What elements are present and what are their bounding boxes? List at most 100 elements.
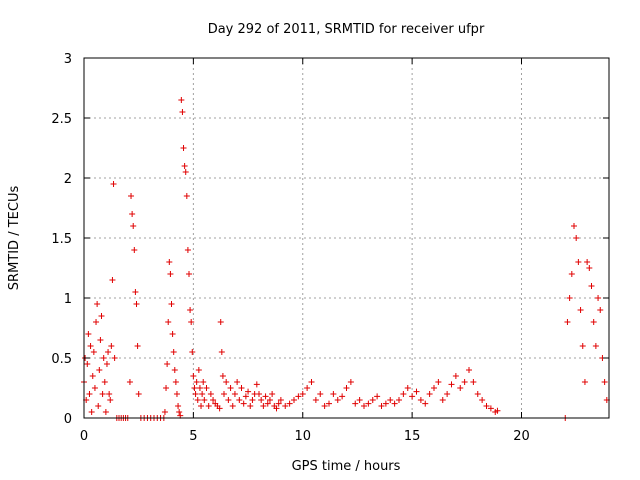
data-point	[191, 385, 198, 391]
data-point	[189, 349, 196, 355]
data-point	[217, 319, 224, 325]
data-point	[134, 343, 141, 349]
data-point	[286, 400, 293, 407]
data-point	[98, 313, 105, 319]
data-point	[178, 97, 185, 103]
data-point	[391, 400, 398, 407]
data-point	[487, 405, 494, 412]
data-point	[262, 393, 269, 400]
data-point	[264, 400, 271, 407]
data-point	[573, 235, 580, 241]
data-point	[186, 271, 192, 277]
data-point	[601, 379, 608, 385]
data-point	[597, 307, 604, 313]
y-tick-label: 0.5	[51, 352, 72, 367]
data-point	[275, 400, 282, 407]
data-point	[101, 379, 108, 385]
data-point	[247, 403, 254, 409]
data-point	[166, 259, 173, 265]
data-point	[586, 265, 593, 271]
data-points	[81, 97, 610, 421]
data-point	[102, 409, 109, 415]
data-point	[163, 385, 170, 391]
data-point	[253, 381, 260, 388]
data-point	[457, 385, 464, 391]
data-point	[88, 409, 95, 415]
data-point	[382, 400, 389, 407]
data-point	[417, 397, 424, 403]
y-tick-label: 1.5	[51, 232, 72, 247]
data-point	[575, 259, 582, 265]
data-point	[277, 397, 284, 403]
data-point	[400, 391, 407, 397]
data-point	[167, 271, 174, 277]
data-point	[111, 355, 118, 361]
data-point	[193, 379, 200, 385]
data-point	[347, 379, 354, 385]
data-point	[195, 367, 202, 373]
data-point	[171, 367, 178, 373]
data-point	[106, 391, 113, 397]
data-point	[291, 397, 297, 403]
data-point	[461, 379, 468, 385]
data-point	[201, 397, 208, 403]
data-point	[444, 391, 451, 397]
data-point	[378, 403, 385, 409]
data-point	[330, 391, 337, 397]
axis-ticks: 0 5 10 15 20 0 0.5 1 1.5 2 2.5 3	[51, 52, 609, 444]
data-point	[179, 109, 186, 115]
data-point	[238, 385, 245, 391]
data-point	[192, 391, 199, 397]
data-point	[470, 379, 477, 385]
data-point	[170, 349, 177, 355]
data-point	[308, 379, 315, 385]
data-point	[448, 381, 455, 388]
data-point	[269, 391, 276, 397]
data-point	[387, 397, 394, 403]
data-point	[225, 397, 232, 403]
data-point	[588, 283, 595, 289]
data-point	[304, 385, 311, 391]
data-point	[223, 379, 230, 385]
data-point	[577, 307, 584, 313]
data-point	[452, 373, 459, 379]
data-point	[132, 289, 139, 295]
data-point	[245, 388, 252, 395]
data-point	[99, 391, 106, 397]
data-point	[190, 373, 197, 379]
y-tick-label: 2	[64, 172, 72, 187]
data-point	[210, 397, 217, 403]
data-point	[321, 403, 328, 409]
data-point	[168, 301, 175, 307]
data-point	[422, 400, 429, 407]
data-point	[105, 349, 112, 355]
data-point	[249, 397, 256, 403]
data-point	[566, 295, 573, 301]
data-point	[218, 349, 225, 355]
data-point	[203, 385, 210, 391]
x-tick-label: 10	[294, 429, 311, 444]
data-point	[312, 397, 319, 403]
data-point	[229, 403, 236, 409]
data-point	[198, 403, 205, 409]
y-tick-label: 1	[64, 292, 72, 307]
data-point	[110, 181, 117, 187]
x-tick-label: 5	[189, 429, 197, 444]
data-point	[133, 301, 140, 307]
data-point	[282, 403, 289, 409]
y-axis-label: SRMTID / TECUs	[7, 186, 22, 291]
data-point	[131, 247, 138, 253]
data-point	[258, 397, 265, 403]
data-point	[135, 391, 142, 397]
data-point	[474, 391, 481, 397]
data-point	[227, 385, 234, 391]
data-point	[172, 379, 179, 385]
data-point	[126, 379, 133, 385]
grid-lines	[84, 58, 609, 418]
data-point	[207, 391, 214, 397]
data-point	[176, 409, 183, 415]
data-point	[194, 397, 201, 403]
data-point	[91, 385, 98, 391]
data-point	[466, 367, 472, 373]
data-point	[96, 367, 103, 373]
